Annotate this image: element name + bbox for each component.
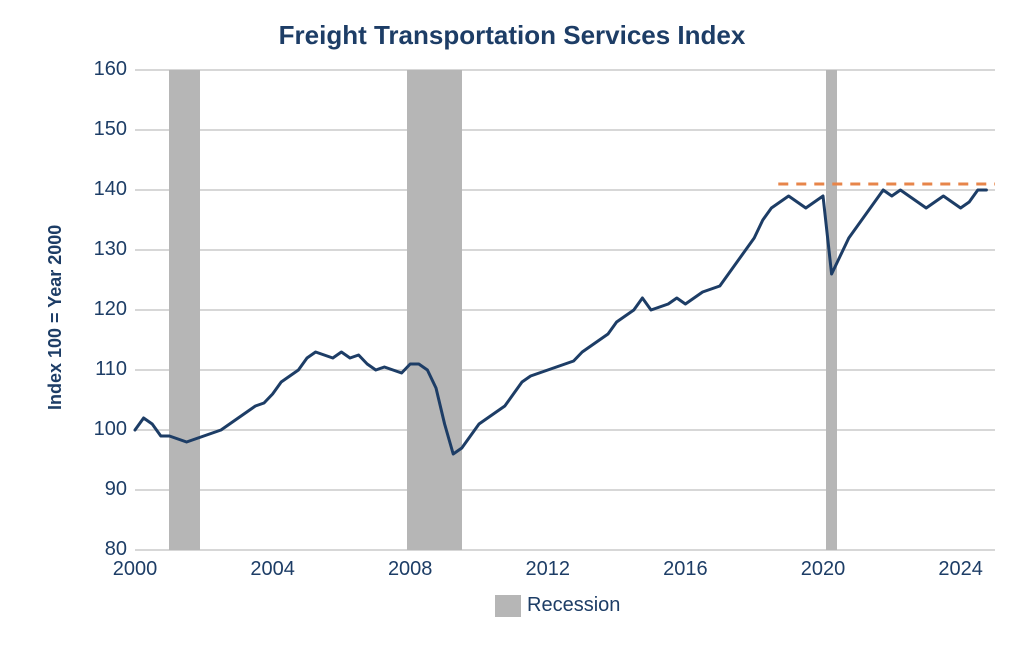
y-tick-label: 90 bbox=[77, 478, 127, 501]
chart-title: Freight Transportation Services Index bbox=[0, 20, 1024, 51]
x-tick-label: 2004 bbox=[243, 558, 303, 581]
y-axis-label: Index 100 = Year 2000 bbox=[45, 225, 66, 410]
y-tick-label: 130 bbox=[77, 238, 127, 261]
y-tick-label: 120 bbox=[77, 298, 127, 321]
legend: Recession bbox=[495, 594, 620, 617]
y-tick-label: 160 bbox=[77, 58, 127, 81]
y-tick-label: 110 bbox=[77, 358, 127, 381]
x-tick-label: 2024 bbox=[931, 558, 991, 581]
y-tick-label: 140 bbox=[77, 178, 127, 201]
y-tick-label: 100 bbox=[77, 418, 127, 441]
y-tick-label: 150 bbox=[77, 118, 127, 141]
line-layer bbox=[135, 70, 995, 550]
data-series-line bbox=[135, 190, 986, 454]
x-tick-label: 2000 bbox=[105, 558, 165, 581]
legend-label: Recession bbox=[527, 594, 620, 617]
x-tick-label: 2008 bbox=[380, 558, 440, 581]
x-tick-label: 2016 bbox=[655, 558, 715, 581]
x-tick-label: 2012 bbox=[518, 558, 578, 581]
plot-area bbox=[135, 70, 995, 550]
legend-swatch bbox=[495, 595, 521, 617]
chart-container: Freight Transportation Services Index In… bbox=[0, 0, 1024, 672]
x-tick-label: 2020 bbox=[793, 558, 853, 581]
